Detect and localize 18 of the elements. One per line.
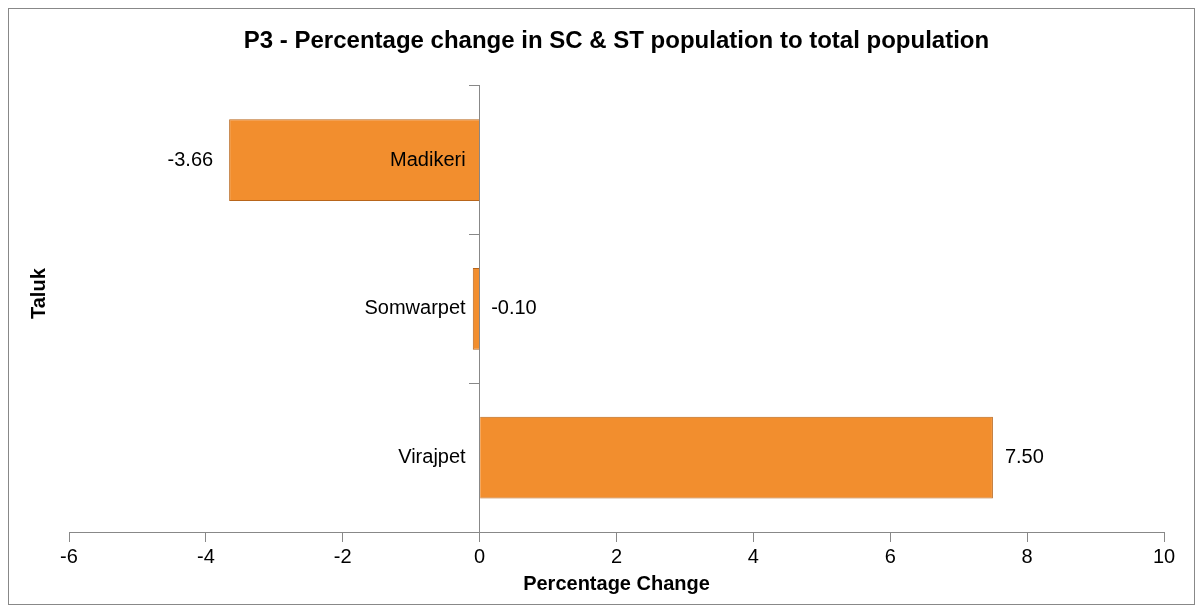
y-tick-label: Somwarpet (364, 296, 467, 319)
data-label: -3.66 (167, 147, 214, 170)
data-label: 7.50 (1004, 445, 1044, 468)
x-tick-label: -6 (60, 544, 78, 567)
x-axis-title: Percentage Change (523, 571, 710, 594)
x-tick-label: 6 (884, 544, 896, 567)
y-tick-label: Virajpet (398, 445, 467, 468)
x-tick-label: -4 (196, 544, 215, 567)
chart-title: P3 - Percentage change in SC & ST population to total population (243, 26, 990, 54)
x-tick-label: 10 (1152, 544, 1176, 567)
y-axis-title: Taluk (27, 268, 50, 319)
x-tick-label: -2 (333, 544, 352, 567)
x-tick-label: 0 (474, 544, 486, 567)
data-label: -0.10 (491, 296, 537, 319)
x-tick-label: 2 (610, 544, 623, 567)
x-tick-label: 8 (1021, 544, 1033, 567)
y-tick-label: Madikeri (390, 147, 466, 170)
x-tick-label: 4 (747, 544, 759, 567)
